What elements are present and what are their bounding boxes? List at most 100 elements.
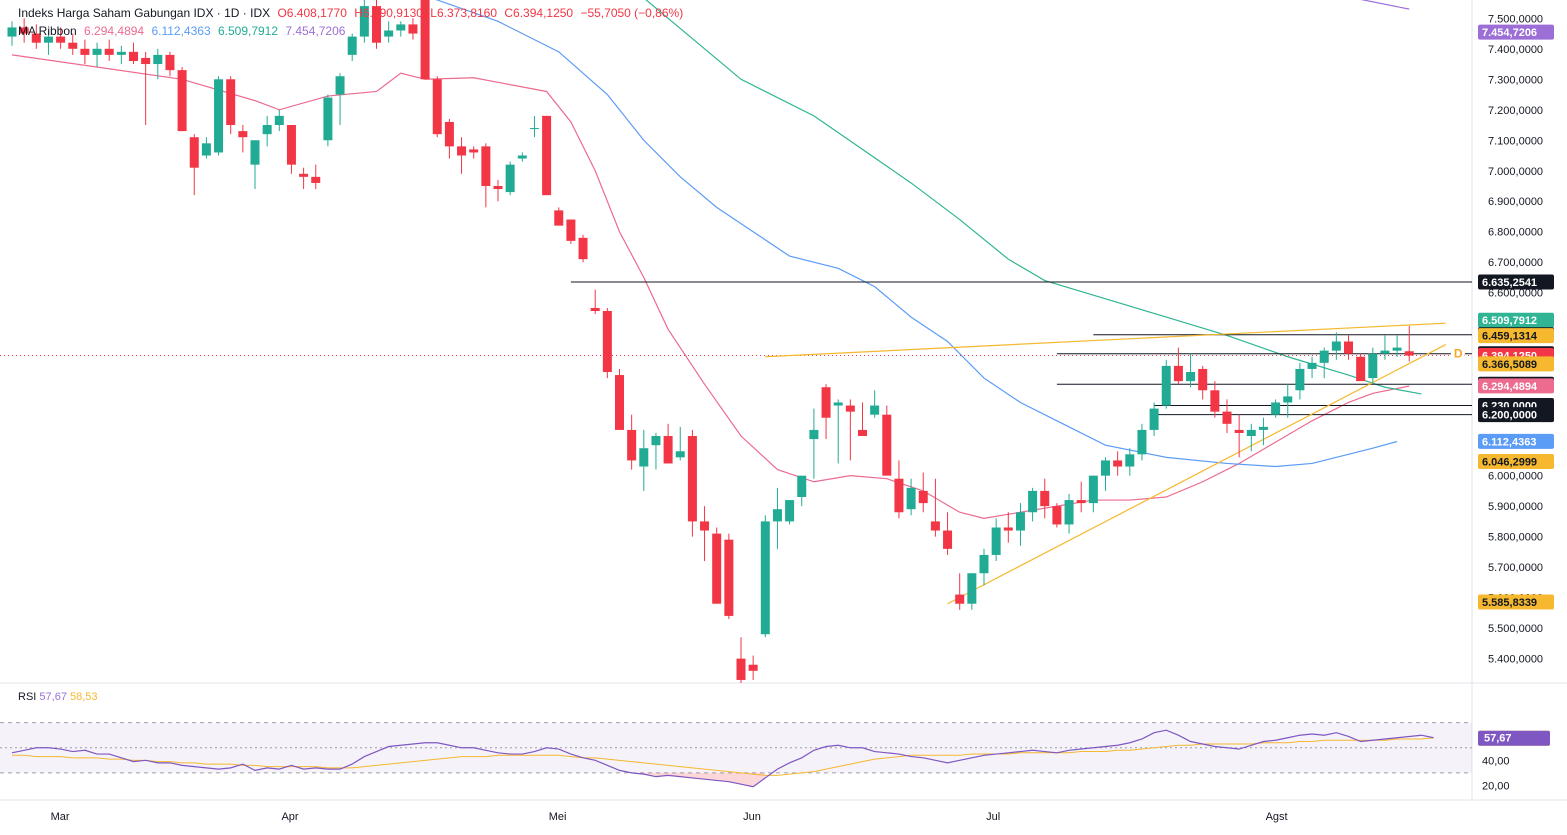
price-tick-label: 5.700,0000: [1488, 562, 1543, 574]
candle: [420, 0, 430, 80]
price-tick-label: 6.800,0000: [1488, 227, 1543, 239]
price-badge-bg: [1478, 407, 1554, 423]
price-tick-label: 5.500,0000: [1488, 623, 1543, 635]
price-tick-label: 7.200,0000: [1488, 105, 1543, 117]
price-badge: 5.585,8339: [1482, 597, 1537, 609]
horizontal-levels: [0, 281, 1472, 416]
rsi-label[interactable]: RSI: [18, 691, 37, 703]
candle-body: [663, 436, 673, 464]
price-badge: 6.635,2541: [1482, 277, 1537, 289]
candle-body: [1064, 500, 1074, 525]
candle: [226, 76, 236, 135]
candle: [238, 125, 248, 153]
candle: [517, 152, 527, 162]
candle-body: [286, 125, 296, 165]
rsi-value-badge-bg: [1478, 730, 1550, 746]
candle: [1307, 356, 1317, 379]
candle-body: [201, 143, 211, 156]
symbol-title[interactable]: Indeks Harga Saham Gabungan IDX · 1D · I…: [18, 6, 271, 20]
candle: [1137, 423, 1147, 461]
candle: [882, 405, 892, 476]
candle-body: [1076, 500, 1086, 504]
candle: [68, 33, 78, 55]
change-value: −55,7050 (−0,86%): [580, 6, 684, 20]
candle-body: [882, 414, 892, 476]
candle-body: [129, 51, 138, 61]
candle: [43, 30, 53, 55]
price-badge: 6.200,0000: [1482, 410, 1537, 422]
candle-body: [1015, 512, 1025, 531]
candle-body: [141, 57, 151, 65]
candle: [335, 73, 345, 126]
candle-body: [979, 554, 989, 574]
candle-body: [31, 33, 41, 43]
candle-body: [894, 478, 904, 513]
candle-body: [724, 539, 734, 616]
rsi-oversold-fill: [728, 772, 741, 785]
candle: [615, 368, 624, 430]
time-tick-label: Mar: [51, 811, 70, 823]
candle-body: [748, 664, 758, 671]
candle: [1246, 423, 1256, 452]
candle-body: [833, 402, 843, 406]
price-tick-label: 6.700,0000: [1488, 257, 1543, 269]
close-value: C6.394,1250: [504, 6, 574, 20]
candle-body: [785, 500, 795, 522]
candle: [991, 518, 1001, 562]
price-badges: 58,5357,677.454,72066.635,25416.509,7912…: [1478, 24, 1554, 746]
candle-body: [1356, 356, 1366, 382]
candle: [1064, 493, 1074, 534]
candle: [1186, 353, 1196, 388]
price-tick-label: 5.900,0000: [1488, 501, 1543, 513]
candle-body: [165, 54, 175, 71]
candle-body: [1392, 347, 1402, 351]
candle: [153, 48, 163, 80]
candle: [566, 219, 576, 244]
ma-value-4: 7.454,7206: [285, 24, 346, 38]
candle-body: [529, 128, 539, 130]
candle: [809, 408, 819, 479]
rsi-oversold-fill: [668, 772, 681, 777]
rsi-line: [11, 729, 1434, 788]
price-tick-label: 7.500,0000: [1488, 13, 1543, 25]
candle: [323, 94, 333, 147]
candle: [602, 307, 612, 379]
candle: [31, 24, 41, 49]
price-tick-label: 7.100,0000: [1488, 135, 1543, 147]
candle: [1052, 503, 1062, 528]
candle: [1149, 402, 1159, 437]
price-tick-label: 6.600,0000: [1488, 288, 1543, 300]
candle-body: [250, 140, 260, 165]
candle-body: [858, 429, 867, 437]
candle: [286, 125, 296, 174]
candle: [1258, 417, 1268, 446]
candle: [1003, 512, 1013, 543]
event-marker-bg: [1450, 346, 1465, 361]
ma-line-1: [11, 54, 1410, 519]
candle-body: [1331, 341, 1341, 351]
candle-body: [1186, 371, 1196, 382]
ma-value-1: 6.294,4894: [84, 24, 145, 38]
candle: [56, 27, 66, 49]
candle-body: [542, 115, 552, 196]
candle: [906, 478, 916, 516]
candle: [165, 51, 175, 77]
candle-body: [991, 527, 1001, 555]
candle-body: [408, 24, 418, 34]
candle-body: [1149, 408, 1159, 430]
candle-body: [1161, 365, 1171, 406]
candle-body: [845, 405, 855, 412]
price-tick-label: 7.000,0000: [1488, 166, 1543, 178]
candle: [1173, 347, 1183, 385]
candle: [833, 399, 843, 464]
time-tick-label: Agst: [1266, 811, 1288, 823]
candle: [19, 18, 29, 43]
candle: [469, 146, 479, 159]
candle: [1101, 457, 1110, 491]
candle: [1088, 475, 1098, 513]
candle: [384, 21, 394, 43]
ribbon-label[interactable]: MA Ribbon: [18, 24, 77, 38]
candle: [189, 134, 199, 196]
candle: [1210, 381, 1220, 418]
